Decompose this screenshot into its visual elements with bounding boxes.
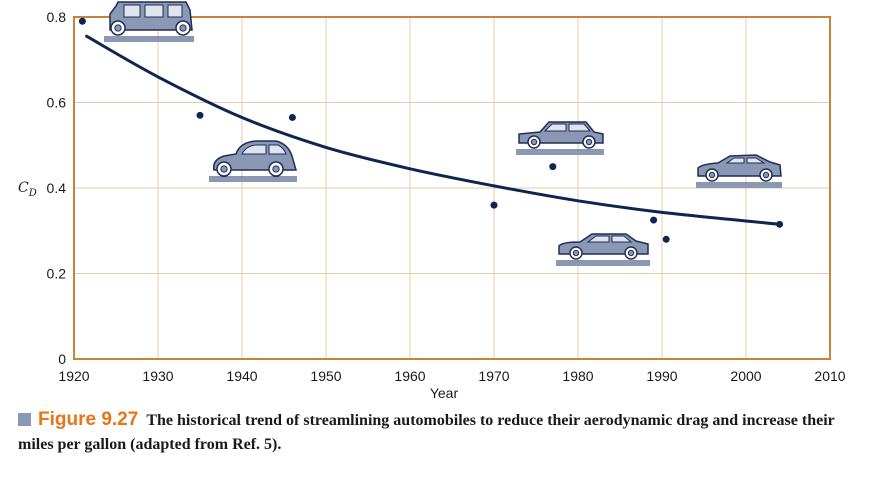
y-tick-label: 0.8 xyxy=(47,9,67,25)
y-tick-label: 0.2 xyxy=(47,266,67,282)
data-point xyxy=(78,17,86,25)
car-illustrations xyxy=(104,1,782,266)
x-tick-label: 1930 xyxy=(142,368,173,384)
y-axis-title-subscript: D xyxy=(28,188,37,199)
x-tick-label: 1950 xyxy=(310,368,341,384)
x-axis-title: Year xyxy=(430,385,459,400)
figure-caption: Figure 9.27 The historical trend of strea… xyxy=(18,408,858,457)
data-points xyxy=(78,17,784,243)
car-1970s-icon xyxy=(516,121,604,155)
y-tick-label: 0.6 xyxy=(47,95,67,111)
x-tick-label: 2010 xyxy=(814,368,845,384)
x-tick-label: 1990 xyxy=(646,368,677,384)
car-1980s-icon xyxy=(556,233,650,266)
x-tick-label: 1970 xyxy=(478,368,509,384)
data-point xyxy=(549,163,557,171)
plot-frame xyxy=(73,16,831,360)
x-tick-label: 2000 xyxy=(730,368,761,384)
x-tick-labels: 1920 1930 1940 1950 1960 1970 1980 1990 2000 2010 xyxy=(58,368,845,384)
y-axis-title: CD xyxy=(18,180,37,199)
y-tick-labels: 0 0.2 0.4 0.6 0.8 xyxy=(47,9,67,367)
data-point xyxy=(650,216,658,224)
chart: 1920 1930 1940 1950 1960 1970 1980 1990 2000 2010… xyxy=(18,1,846,400)
y-tick-label: 0.4 xyxy=(47,180,67,196)
trend-curve xyxy=(85,34,782,226)
caption-text: The historical trend of streamlining aut… xyxy=(18,412,835,453)
caption-marker-icon xyxy=(18,413,31,426)
car-1920s-icon xyxy=(104,1,194,42)
data-point xyxy=(196,111,204,119)
x-tick-label: 1960 xyxy=(394,368,425,384)
data-point xyxy=(288,113,296,121)
figure-label: Figure 9.27 xyxy=(38,409,139,430)
x-tick-label: 1940 xyxy=(226,368,257,384)
data-point xyxy=(662,235,670,243)
car-1940s-icon xyxy=(209,140,297,182)
x-tick-label: 1980 xyxy=(562,368,593,384)
data-point xyxy=(490,201,498,209)
car-2000s-icon xyxy=(696,154,782,188)
y-tick-label: 0 xyxy=(58,351,66,367)
x-tick-label: 1920 xyxy=(58,368,89,384)
data-point xyxy=(776,220,784,228)
